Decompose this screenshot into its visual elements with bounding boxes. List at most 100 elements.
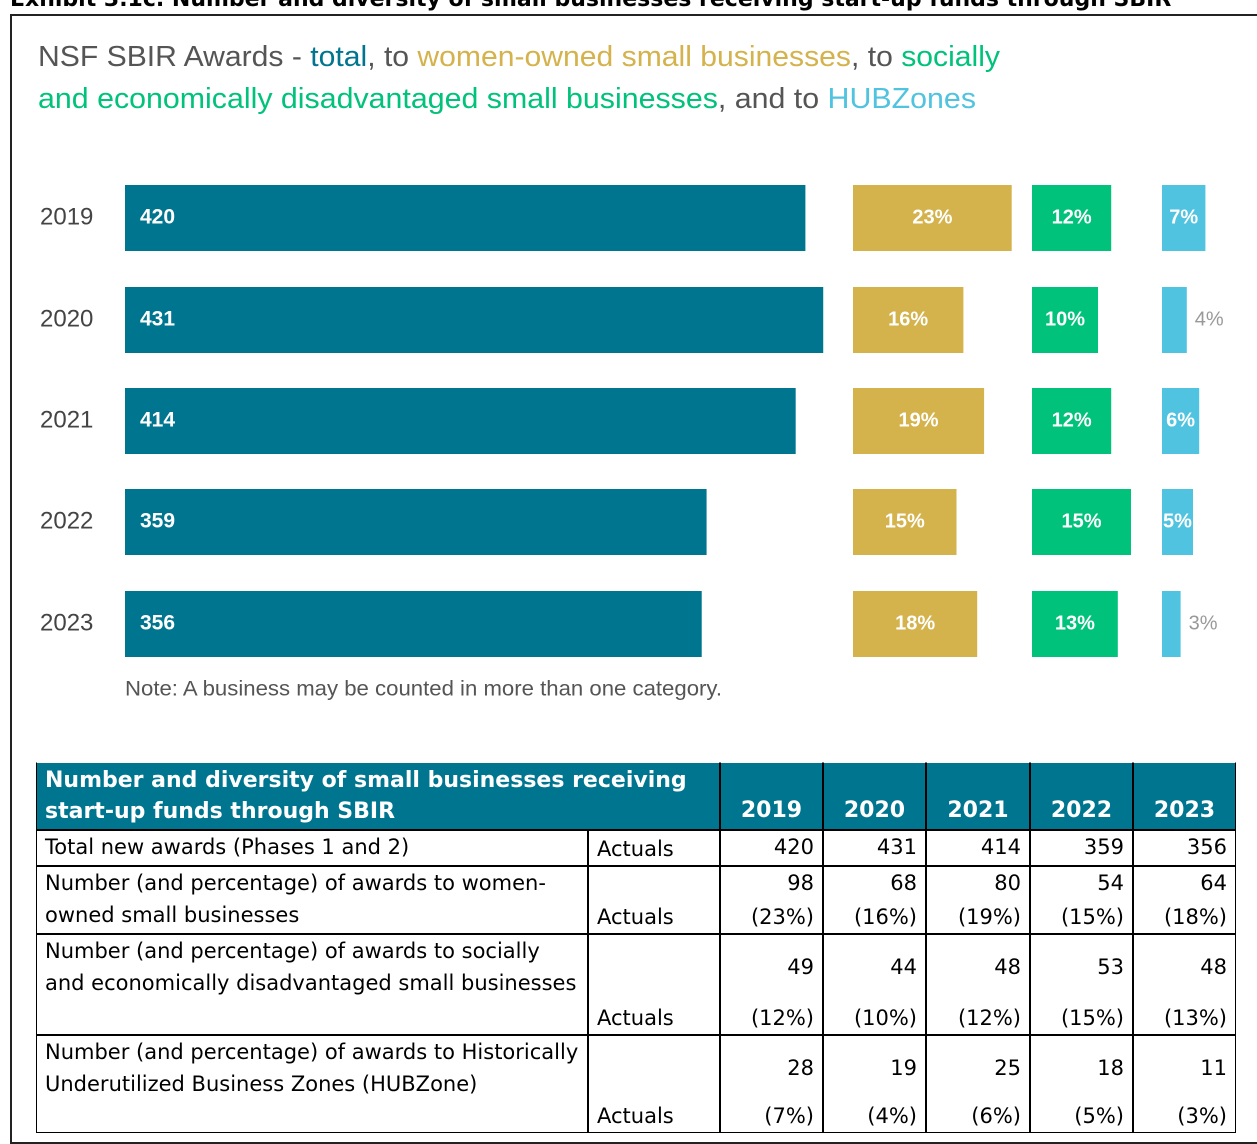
cell-percent: (19%) [957, 905, 1021, 929]
data-label: 15% [885, 510, 925, 532]
data-label: 7% [1169, 206, 1198, 228]
cell-percent: (5%) [1074, 1104, 1124, 1128]
title-segment: , and to [718, 83, 828, 115]
table-cell: 54 (15%) [1030, 866, 1133, 934]
cell-value: 98 [787, 871, 814, 895]
table-cell: 18 (5%) [1030, 1035, 1133, 1133]
bar [1032, 185, 1112, 251]
cell-percent: (13%) [1163, 1006, 1227, 1030]
cell-value: 356 [1186, 835, 1227, 859]
row-label: Number (and percentage) of awards to wom… [36, 866, 588, 934]
row-type: Actuals [588, 1035, 720, 1133]
y-tick-label: 2019 [40, 203, 93, 230]
data-label: 4% [1195, 308, 1224, 330]
table-cell: 431 [823, 830, 926, 866]
bar [125, 388, 796, 454]
bar [853, 489, 957, 555]
cell-value: 431 [876, 835, 917, 859]
chart-title: NSF SBIR Awards - total, to women-owned … [38, 41, 1001, 73]
bar [1162, 287, 1187, 353]
table-cell: 25 (6%) [926, 1035, 1030, 1133]
data-label: 19% [899, 409, 939, 431]
y-tick-label: 2023 [40, 609, 93, 636]
bar [1162, 591, 1181, 657]
table-cell: 98 (23%) [720, 866, 823, 934]
table-header: 2022 [1030, 762, 1133, 830]
cell-value: 18 [1097, 1056, 1124, 1080]
cell-value: 48 [1200, 955, 1227, 979]
bar [1032, 388, 1112, 454]
cell-value: 68 [890, 871, 917, 895]
cell-value: 359 [1083, 835, 1124, 859]
data-label: 5% [1163, 510, 1192, 532]
cell-value: 420 [773, 835, 814, 859]
cell-percent: (4%) [867, 1104, 917, 1128]
y-tick-label: 2022 [40, 507, 93, 534]
row-type: Actuals [588, 934, 720, 1035]
bar [1032, 489, 1131, 555]
cell-percent: (12%) [957, 1006, 1021, 1030]
data-label: 15% [1061, 510, 1101, 532]
bar [853, 388, 985, 454]
title-segment: , to [851, 41, 901, 73]
title-segment: NSF SBIR Awards - [38, 41, 310, 73]
table-cell: 11 (3%) [1133, 1035, 1236, 1133]
cell-percent: (6%) [971, 1104, 1021, 1128]
title-segment: socially [901, 41, 1000, 73]
y-tick-label: 2020 [40, 305, 93, 332]
table-header: 2020 [823, 762, 926, 830]
bar [853, 185, 1012, 251]
table-cell: 48 (12%) [926, 934, 1030, 1035]
title-segment: HUBZones [828, 83, 976, 115]
cell-value: 80 [994, 871, 1021, 895]
cell-percent: (10%) [853, 1006, 917, 1030]
chart: NSF SBIR Awards - total, to women-owned … [38, 41, 1224, 701]
row-label: Total new awards (Phases 1 and 2) [36, 830, 588, 866]
data-label: 3% [1189, 612, 1218, 634]
data-label: 12% [1052, 409, 1092, 431]
bar [1032, 287, 1098, 353]
table-cell: 49 (12%) [720, 934, 823, 1035]
cell-percent: (15%) [1060, 905, 1124, 929]
bar [1162, 489, 1193, 555]
cell-percent: (23%) [750, 905, 814, 929]
cell-value: 54 [1097, 871, 1124, 895]
cell-value: 11 [1200, 1056, 1227, 1080]
exhibit-title: Exhibit 3.1c. Number and diversity of sm… [10, 0, 1171, 12]
table-cell: 80 (19%) [926, 866, 1030, 934]
data-label: 12% [1052, 206, 1092, 228]
bar [125, 287, 824, 353]
table-cell: 359 [1030, 830, 1133, 866]
cell-percent: (7%) [764, 1104, 814, 1128]
table-cell: 356 [1133, 830, 1236, 866]
table-cell: 19 (4%) [823, 1035, 926, 1133]
title-segment: women-owned small businesses [416, 41, 851, 73]
data-label: 10% [1045, 308, 1085, 330]
bar [1162, 388, 1200, 454]
table-header: Number and diversity of small businesses… [36, 762, 720, 830]
data-label: 414 [140, 409, 175, 432]
table-cell: 64 (18%) [1133, 866, 1236, 934]
title-segment: total [310, 41, 367, 73]
cell-value: 414 [980, 835, 1021, 859]
data-label: 23% [912, 206, 952, 228]
row-type: Actuals [588, 830, 720, 866]
table-cell: 53 (15%) [1030, 934, 1133, 1035]
title-segment: and economically disadvantaged small bus… [38, 83, 718, 115]
cell-value: 49 [787, 955, 814, 979]
y-tick-label: 2021 [40, 406, 93, 433]
data-label: 431 [140, 308, 175, 331]
data-label: 420 [140, 206, 175, 229]
bar [1162, 185, 1206, 251]
bar [125, 591, 702, 657]
title-segment: , to [367, 41, 417, 73]
data-label: 359 [140, 510, 175, 533]
table-header: 2023 [1133, 762, 1236, 830]
cell-value: 28 [787, 1056, 814, 1080]
row-type: Actuals [588, 866, 720, 934]
table-cell: 48 (13%) [1133, 934, 1236, 1035]
bar [1032, 591, 1118, 657]
data-label: 356 [140, 612, 175, 635]
table-header: 2019 [720, 762, 823, 830]
data-label: 6% [1166, 409, 1195, 431]
